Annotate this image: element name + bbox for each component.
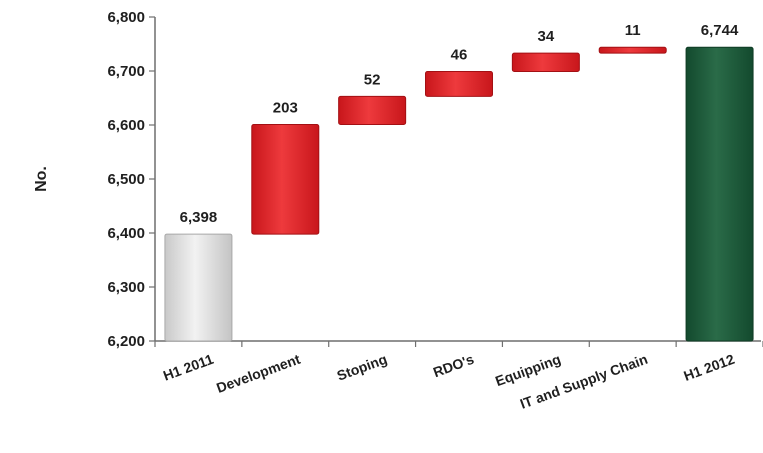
x-category-label: H1 2011 [161, 351, 216, 384]
bar-value-label: 203 [273, 99, 298, 116]
bar-increase [425, 71, 493, 97]
bar-value-label: 6,398 [180, 209, 218, 226]
y-axis-label: No. [33, 166, 50, 192]
bar-increase [511, 52, 580, 73]
data-labels: 6,398 203 52 46 34 11 6,744 [180, 22, 739, 226]
x-category-label: Stoping [335, 351, 389, 384]
y-tick-label: 6,800 [107, 9, 145, 26]
bar-value-label: 52 [364, 71, 381, 88]
y-tick-label: 6,400 [107, 225, 145, 242]
x-category-label: Development [214, 351, 302, 396]
y-tick-label: 6,200 [107, 333, 145, 350]
y-tick-label: 6,600 [107, 117, 145, 134]
bars [164, 46, 754, 342]
bar-value-label: 11 [625, 22, 641, 39]
bar-value-label: 34 [538, 28, 555, 45]
bar-total [685, 46, 754, 342]
bar-increase [338, 95, 407, 125]
bar-total [164, 233, 233, 342]
y-axis: 6,200 6,300 6,400 6,500 6,600 6,700 6,800 [107, 9, 156, 350]
x-category-label: RDO's [431, 351, 476, 381]
bar-increase [598, 46, 667, 54]
x-category-label: H1 2012 [681, 351, 736, 384]
y-tick-label: 6,300 [107, 279, 145, 296]
y-tick-label: 6,500 [107, 171, 145, 188]
bar-value-label: 46 [451, 47, 468, 64]
y-tick-label: 6,700 [107, 63, 145, 80]
bar-value-label: 6,744 [701, 22, 739, 39]
bar-increase [251, 123, 320, 235]
